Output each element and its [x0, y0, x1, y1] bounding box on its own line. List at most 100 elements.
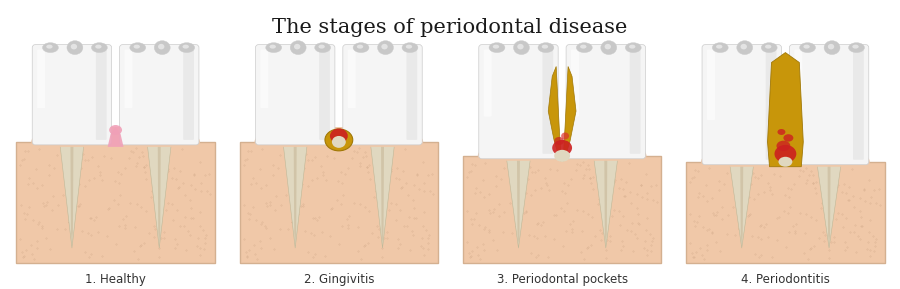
Ellipse shape: [580, 45, 587, 49]
Ellipse shape: [330, 129, 347, 143]
Bar: [686, 162, 885, 263]
Polygon shape: [282, 122, 309, 147]
Ellipse shape: [489, 43, 505, 53]
Ellipse shape: [294, 44, 301, 49]
Ellipse shape: [554, 150, 570, 162]
FancyBboxPatch shape: [789, 45, 868, 165]
Bar: [239, 142, 438, 263]
Bar: [16, 142, 215, 263]
Ellipse shape: [761, 43, 778, 53]
Ellipse shape: [319, 45, 325, 49]
FancyBboxPatch shape: [766, 50, 777, 160]
Bar: [463, 156, 662, 263]
Ellipse shape: [849, 43, 865, 53]
Bar: [463, 156, 662, 263]
Polygon shape: [817, 165, 841, 248]
Text: The stages of periodontal disease: The stages of periodontal disease: [273, 18, 627, 37]
Ellipse shape: [626, 43, 641, 53]
Ellipse shape: [737, 41, 752, 55]
Ellipse shape: [356, 45, 364, 49]
Polygon shape: [592, 136, 620, 161]
Ellipse shape: [130, 43, 146, 53]
Polygon shape: [108, 127, 123, 147]
Ellipse shape: [71, 44, 77, 49]
Ellipse shape: [716, 45, 723, 49]
Polygon shape: [507, 159, 530, 248]
FancyBboxPatch shape: [96, 50, 107, 140]
Ellipse shape: [542, 45, 548, 49]
Polygon shape: [741, 165, 743, 246]
Polygon shape: [730, 165, 753, 248]
Polygon shape: [815, 142, 843, 167]
Ellipse shape: [554, 137, 564, 145]
Text: 3. Periodontal pockets: 3. Periodontal pockets: [497, 273, 627, 286]
Ellipse shape: [406, 45, 412, 49]
Ellipse shape: [778, 129, 786, 135]
Ellipse shape: [158, 44, 165, 49]
Polygon shape: [828, 165, 831, 246]
Ellipse shape: [266, 43, 282, 53]
Ellipse shape: [478, 141, 559, 171]
FancyBboxPatch shape: [124, 50, 132, 108]
Polygon shape: [70, 145, 74, 246]
Ellipse shape: [119, 127, 200, 157]
FancyBboxPatch shape: [479, 45, 558, 159]
Ellipse shape: [605, 44, 611, 49]
FancyBboxPatch shape: [483, 50, 491, 116]
FancyBboxPatch shape: [37, 50, 45, 108]
FancyBboxPatch shape: [32, 45, 112, 145]
Polygon shape: [505, 136, 533, 161]
Polygon shape: [768, 53, 804, 167]
FancyBboxPatch shape: [707, 50, 715, 120]
Ellipse shape: [325, 129, 353, 151]
Ellipse shape: [712, 43, 728, 53]
Ellipse shape: [290, 41, 306, 55]
Polygon shape: [293, 145, 297, 246]
Polygon shape: [146, 122, 173, 147]
Ellipse shape: [315, 43, 330, 53]
Ellipse shape: [183, 45, 189, 49]
Ellipse shape: [783, 134, 793, 142]
Ellipse shape: [402, 43, 418, 53]
Ellipse shape: [42, 43, 58, 53]
Ellipse shape: [179, 43, 194, 53]
Ellipse shape: [353, 43, 369, 53]
Ellipse shape: [799, 43, 815, 53]
Ellipse shape: [601, 41, 617, 55]
Polygon shape: [148, 145, 171, 248]
FancyBboxPatch shape: [347, 50, 356, 108]
FancyBboxPatch shape: [343, 45, 422, 145]
FancyBboxPatch shape: [543, 50, 553, 154]
Ellipse shape: [775, 145, 796, 163]
Polygon shape: [381, 145, 384, 246]
Ellipse shape: [765, 45, 771, 49]
Ellipse shape: [32, 127, 112, 157]
FancyBboxPatch shape: [630, 50, 641, 154]
Polygon shape: [60, 145, 84, 248]
Ellipse shape: [514, 41, 529, 55]
Polygon shape: [604, 159, 608, 246]
Ellipse shape: [701, 147, 782, 177]
Ellipse shape: [778, 157, 792, 167]
Ellipse shape: [576, 43, 592, 53]
Text: 2. Gingivitis: 2. Gingivitis: [303, 273, 374, 286]
Bar: [686, 162, 885, 263]
Ellipse shape: [67, 41, 83, 55]
FancyBboxPatch shape: [407, 50, 418, 140]
Ellipse shape: [255, 127, 336, 157]
Ellipse shape: [538, 43, 554, 53]
Ellipse shape: [565, 141, 646, 171]
Ellipse shape: [75, 127, 157, 157]
Ellipse shape: [269, 45, 276, 49]
FancyBboxPatch shape: [795, 50, 802, 120]
Polygon shape: [594, 159, 617, 248]
Ellipse shape: [852, 45, 859, 49]
Ellipse shape: [109, 125, 122, 135]
Ellipse shape: [629, 45, 635, 49]
Ellipse shape: [804, 45, 810, 49]
Bar: [239, 142, 438, 263]
FancyBboxPatch shape: [120, 45, 199, 145]
Ellipse shape: [46, 45, 52, 49]
Ellipse shape: [824, 41, 840, 55]
Polygon shape: [563, 66, 576, 161]
